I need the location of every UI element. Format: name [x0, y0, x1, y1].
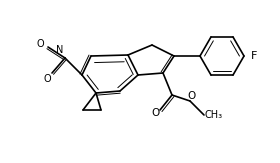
Text: O: O	[43, 74, 51, 84]
Text: F: F	[251, 51, 257, 61]
Text: O: O	[188, 91, 196, 101]
Text: O: O	[36, 39, 44, 49]
Text: O: O	[152, 108, 160, 118]
Text: N: N	[56, 45, 64, 55]
Text: CH₃: CH₃	[205, 110, 223, 120]
